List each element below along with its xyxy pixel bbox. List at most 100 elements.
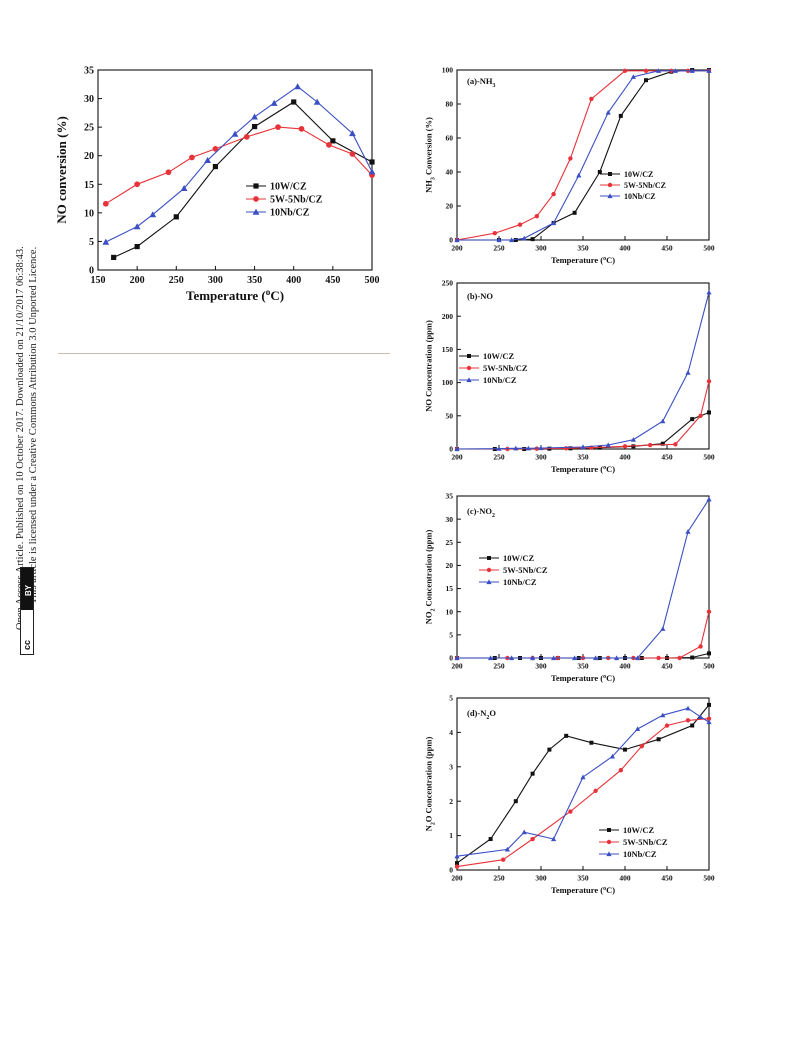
data-point <box>513 445 519 451</box>
data-point <box>212 145 219 152</box>
data-point <box>488 837 493 842</box>
data-point <box>630 437 636 442</box>
data-point <box>102 200 109 207</box>
y-tick-label: 80 <box>446 100 454 109</box>
legend: 10W/CZ 5W-5Nb/CZ 10Nb/CZ <box>459 351 528 385</box>
y-tick-label: 50 <box>446 411 454 420</box>
data-point <box>635 655 641 661</box>
data-point <box>134 181 141 188</box>
x-tick-label: 500 <box>703 662 715 671</box>
y-tick-label: 0 <box>449 236 453 245</box>
series-10nb-cz <box>454 496 712 661</box>
data-point <box>673 442 678 447</box>
data-point <box>706 609 712 614</box>
data-point <box>504 846 510 852</box>
data-point <box>534 214 539 219</box>
data-point <box>165 169 172 176</box>
x-tick-label: 300 <box>535 874 547 883</box>
y-tick-label: 1 <box>449 831 453 840</box>
series-10nb-cz <box>454 68 712 243</box>
series-5w-5nb-cz <box>454 379 712 452</box>
data-point <box>568 156 573 161</box>
y-tick-label: 25 <box>446 538 454 547</box>
plot-frame <box>456 495 710 659</box>
y-tick-label: 4 <box>449 728 453 737</box>
data-point <box>521 829 527 835</box>
y-axis-label: NO conversion (%) <box>54 116 69 224</box>
series-line <box>105 85 373 243</box>
x-tick-label: 200 <box>451 662 463 671</box>
x-axis-label: Temperature (oC) <box>551 255 615 265</box>
data-point <box>291 99 297 105</box>
x-tick-label: 500 <box>703 874 715 883</box>
x-tick-label: 400 <box>286 275 301 286</box>
legend-marker <box>487 556 491 560</box>
legend-label: 10Nb/CZ <box>483 375 517 385</box>
data-point <box>270 99 278 106</box>
plot-frame <box>456 697 710 871</box>
x-tick-label: 500 <box>703 244 715 253</box>
x-tick-label: 300 <box>535 453 547 462</box>
data-point <box>454 446 460 452</box>
data-point <box>706 716 712 721</box>
y-tick-label: 0 <box>449 654 453 663</box>
data-point <box>605 442 611 448</box>
data-point <box>572 210 577 215</box>
data-point <box>568 809 573 814</box>
data-point <box>690 417 695 422</box>
cc-by-label: BY <box>24 584 33 596</box>
data-point <box>564 446 569 451</box>
y-tick-label: 5 <box>449 694 453 703</box>
data-point <box>635 726 641 732</box>
x-tick-label: 350 <box>577 244 589 253</box>
y-tick-label: 0 <box>449 866 453 875</box>
series-5w-5nb-cz <box>454 609 712 661</box>
n2o-chart: 200 250 300 350 400 450 500 0 1 2 3 4 5 Temperature (… <box>424 694 715 895</box>
y-tick-label: 100 <box>442 378 454 387</box>
x-tick-label: 450 <box>661 244 673 253</box>
y-tick-label: 15 <box>84 180 94 191</box>
data-point <box>251 113 258 120</box>
data-point <box>251 123 258 130</box>
legend-marker <box>607 182 613 188</box>
data-point <box>685 705 691 711</box>
y-axis-label: NH3 Conversion (%) <box>424 117 437 193</box>
data-point <box>517 222 523 227</box>
data-point <box>706 68 712 73</box>
data-point <box>349 130 356 137</box>
legend-label: 10W/CZ <box>483 351 515 361</box>
data-point <box>618 113 623 118</box>
series-10w-cz <box>111 99 375 261</box>
data-point <box>231 130 239 137</box>
data-point <box>330 138 336 144</box>
legend-marker <box>607 193 613 199</box>
data-point <box>509 237 515 243</box>
series-line <box>456 704 710 864</box>
y-tick-label: 35 <box>446 492 454 501</box>
series-line <box>457 69 709 241</box>
data-point <box>707 702 711 707</box>
data-point <box>656 737 661 742</box>
data-point <box>111 254 117 261</box>
legend-marker <box>608 172 612 176</box>
series-line <box>113 101 373 258</box>
y-tick-label: 15 <box>446 584 454 593</box>
x-tick-label: 200 <box>451 453 463 462</box>
cc-icon: cc <box>22 639 32 650</box>
x-axis-label: Temperature (oC) <box>186 287 284 303</box>
legend-marker <box>253 196 259 202</box>
series-10w-cz <box>455 68 711 242</box>
x-tick-label: 250 <box>493 874 505 883</box>
series-line <box>457 611 710 659</box>
y-axis-label: NO2 Concentration (ppm) <box>424 530 437 625</box>
data-point <box>530 655 536 661</box>
panel-title: (d)-N2O <box>467 708 496 721</box>
x-tick-label: 250 <box>169 275 184 286</box>
y-axis-label: NO Concentration (ppm) <box>424 320 434 412</box>
data-point <box>689 68 695 73</box>
panel-title: (a)-NH3 <box>467 76 496 89</box>
y-tick-label: 60 <box>446 134 454 143</box>
data-point <box>644 78 648 83</box>
data-point <box>698 644 703 649</box>
data-point <box>551 655 557 661</box>
